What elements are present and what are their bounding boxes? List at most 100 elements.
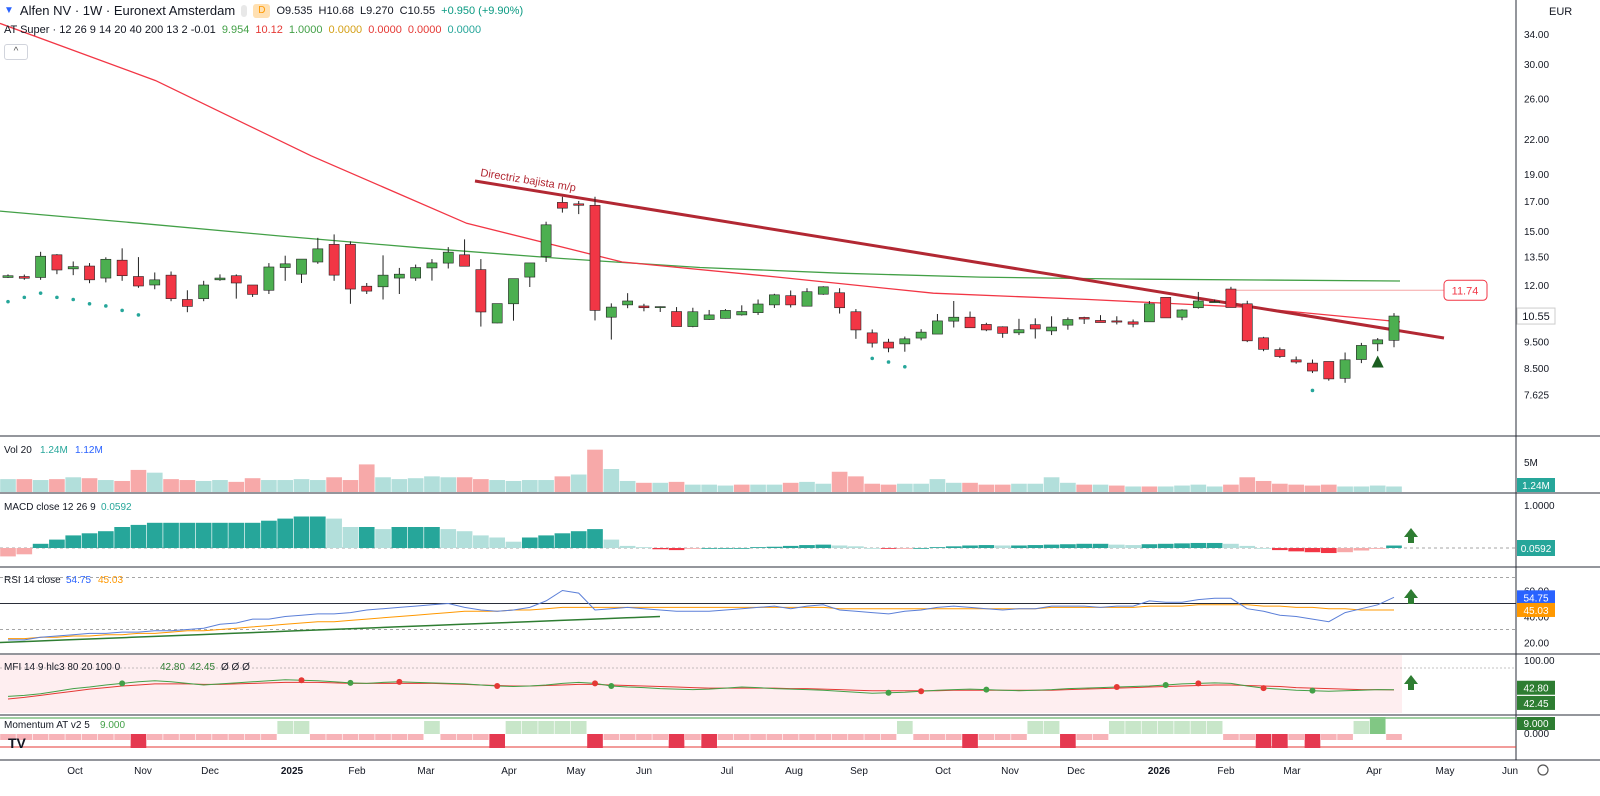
indicator-label[interactable]: AT Super · 12 26 9 14 20 40 200 13 2 -0.…: [4, 24, 216, 36]
indicator-value-6: 0.0000: [447, 24, 482, 36]
candle-body: [149, 279, 161, 286]
volume-bar: [570, 474, 587, 492]
mfi-cross-dot: [494, 683, 501, 689]
macd-bar: [309, 516, 326, 548]
momentum-bar: [391, 734, 408, 740]
momentum-bar: [49, 734, 65, 740]
vol-tick-label: 5M: [1524, 458, 1538, 469]
momentum-legend-value: 9.000: [100, 720, 125, 731]
candle-body: [312, 248, 324, 263]
candle-body: [605, 306, 617, 318]
macd-bar: [636, 547, 652, 548]
rsi-up-arrow-icon: [1404, 589, 1418, 604]
collapse-button[interactable]: ^: [4, 44, 28, 60]
vol-last-label: 1.24M: [1522, 481, 1550, 492]
momentum-bar-last: [1369, 717, 1386, 734]
volume-bar: [1125, 486, 1141, 492]
mfi-cross-dot: [347, 679, 354, 686]
momentum-bar: [945, 734, 962, 740]
momentum-bar: [848, 734, 864, 740]
momentum-bar: [554, 721, 571, 734]
dropdown-icon[interactable]: ▼: [4, 5, 14, 16]
macd-bar: [228, 522, 245, 548]
volume-bar: [440, 477, 457, 492]
candle-body: [361, 285, 373, 292]
symbol-title[interactable]: Alfen NV · 1W · Euronext Amsterdam: [19, 3, 236, 18]
currency-label[interactable]: EUR: [1549, 6, 1573, 18]
momentum-bar: [489, 734, 506, 748]
macd-bar: [1092, 543, 1109, 548]
candle-body: [442, 251, 454, 264]
candle-body: [752, 303, 764, 313]
candle-body: [834, 292, 845, 309]
momentum-bar: [538, 721, 554, 734]
mfi-last-label-0: 42.80: [1523, 684, 1548, 695]
time-tick-label: Oct: [935, 766, 951, 777]
price-tick-label: 17.00: [1524, 197, 1549, 208]
macd-bar: [505, 541, 522, 548]
volume-bar: [1304, 485, 1321, 492]
ohlc-high: H10.68: [318, 4, 355, 17]
volume-bar: [701, 484, 717, 492]
signal-dot: [55, 295, 59, 300]
macd-bar: [1255, 548, 1272, 549]
volume-bar: [831, 471, 848, 492]
mfi-cross-dot: [983, 686, 990, 693]
mfi-up-arrow-icon: [1404, 675, 1418, 690]
volume-bar: [277, 480, 294, 492]
signal-dot: [22, 295, 27, 300]
volume-bar: [98, 480, 114, 492]
indicator-value-5: 0.0000: [407, 24, 442, 36]
momentum-bar: [473, 734, 489, 740]
momentum-bar: [880, 734, 897, 740]
volume-bar: [619, 480, 636, 492]
macd-bar: [880, 548, 897, 549]
time-tick-label: Feb: [1217, 766, 1235, 777]
candle-body: [850, 311, 862, 331]
candle-body: [524, 262, 536, 278]
candle-body: [165, 274, 177, 299]
volume-bar: [1043, 477, 1060, 492]
candle-body: [459, 254, 470, 267]
macd-bar: [652, 548, 669, 550]
candle-body: [1290, 359, 1302, 363]
candle-body: [214, 277, 226, 281]
momentum-bar: [1027, 721, 1044, 734]
volume-bar: [929, 479, 946, 492]
macd-bar: [1125, 545, 1141, 548]
candle-body: [817, 286, 829, 295]
signal-dot: [104, 304, 108, 308]
visibility-pill[interactable]: [241, 4, 248, 17]
d-pill[interactable]: D: [253, 3, 271, 18]
volume-bar: [293, 479, 310, 492]
macd-bar: [489, 537, 506, 548]
mfi-cross-dot: [1113, 684, 1120, 691]
price-tick-label: 7.625: [1524, 390, 1549, 401]
momentum-bar: [146, 734, 163, 740]
macd-bar: [570, 531, 587, 548]
macd-bar: [1060, 544, 1076, 548]
macd-bar: [1206, 542, 1223, 548]
mfi-cross-dot: [1260, 685, 1267, 692]
volume-bar: [212, 480, 228, 492]
mfi-legend-null: Ø Ø Ø: [221, 662, 250, 673]
indicator-legend: AT Super · 12 26 9 14 20 40 200 13 2 -0.…: [4, 24, 481, 36]
momentum-bar: [505, 721, 522, 734]
time-tick-label: Feb: [348, 766, 366, 777]
momentum-bar: [636, 734, 652, 740]
macd-bar: [375, 529, 391, 548]
macd-bar: [1190, 542, 1207, 548]
volume-bar: [1386, 486, 1402, 492]
candle-body: [703, 314, 715, 320]
volume-bar: [309, 480, 326, 492]
volume-bar: [1272, 483, 1288, 492]
momentum-bar: [440, 734, 457, 740]
momentum-bar: [375, 734, 391, 740]
time-tick-label: Jul: [721, 766, 734, 777]
macd-bar: [538, 535, 554, 548]
momentum-last-label: 9.000: [1523, 719, 1548, 730]
macd-bar: [81, 533, 98, 548]
level-label-text: 11.74: [1452, 285, 1479, 297]
last-price-box: [1516, 307, 1556, 325]
